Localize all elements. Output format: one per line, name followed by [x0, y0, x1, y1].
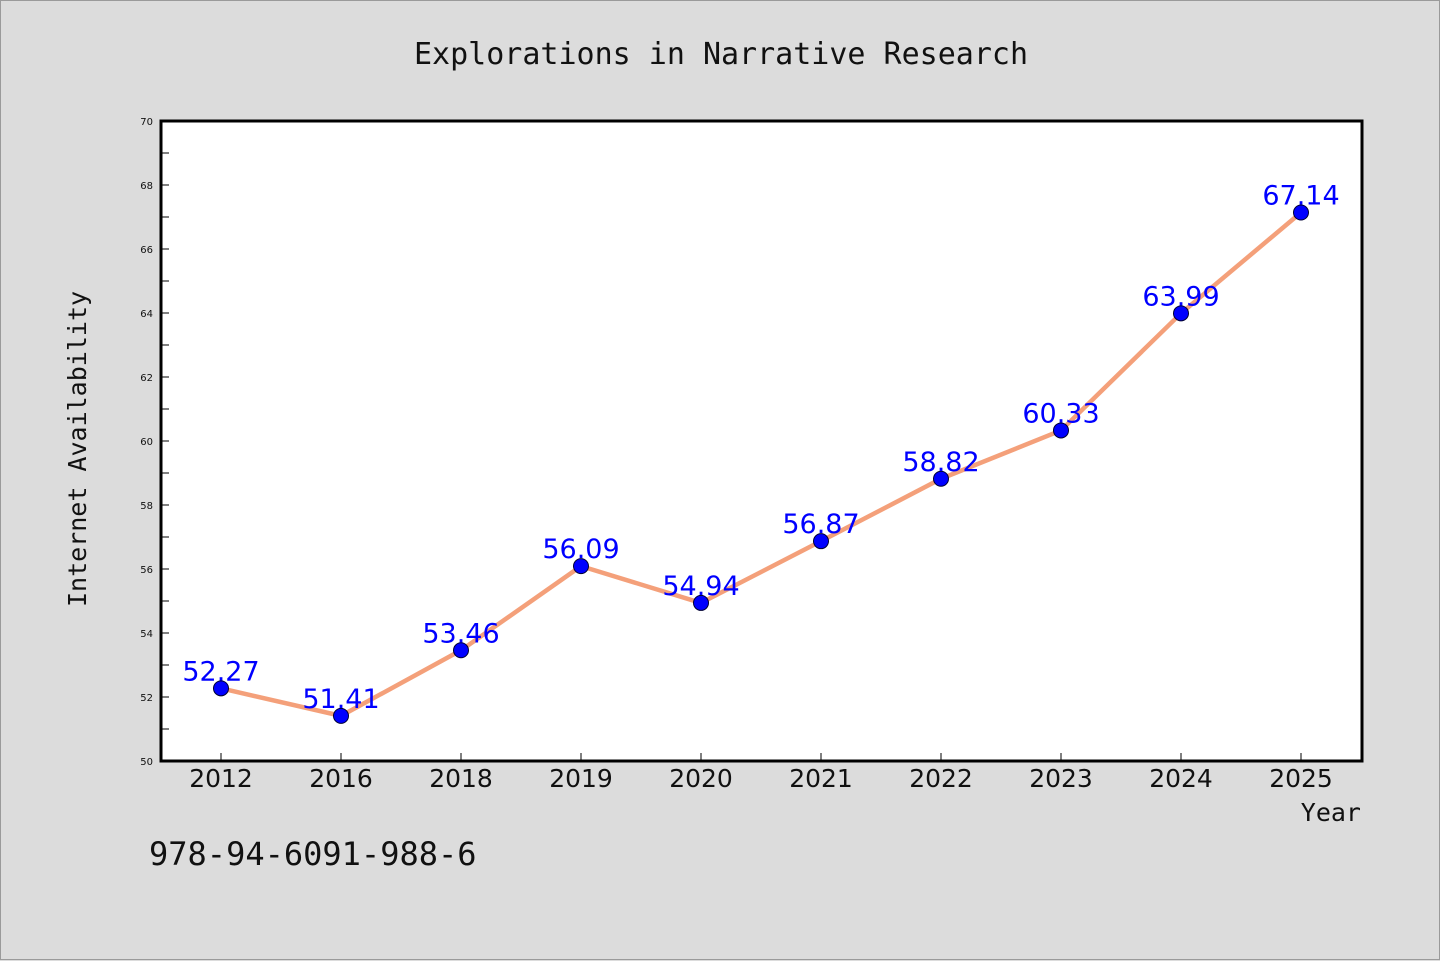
- data-point-label: 56.87: [782, 509, 859, 540]
- series-line-group: [218, 210, 1304, 719]
- y-tick-label: 54: [140, 629, 153, 640]
- y-tick-label: 52: [140, 693, 153, 704]
- data-point-label: 53.46: [422, 618, 499, 649]
- data-point-marker: [1293, 204, 1309, 221]
- data-point-label: 67.14: [1262, 181, 1339, 212]
- data-point-marker: [933, 470, 949, 487]
- data-point-marker: [573, 558, 589, 575]
- data-point-label: 58.82: [902, 447, 979, 478]
- y-axis-ticks: 50 52 54 56 58 60 62 64 66 68 70: [140, 117, 169, 768]
- data-point-marker: [453, 642, 469, 659]
- y-axis-label: Internet Availability: [63, 291, 92, 607]
- x-tick-label: 2012: [189, 764, 253, 793]
- x-tick-label: 2022: [909, 764, 973, 793]
- data-point-marker: [333, 707, 349, 724]
- y-tick-label: 66: [140, 245, 153, 256]
- data-point-label: 63.99: [1142, 281, 1219, 312]
- data-point-label: 51.41: [302, 684, 379, 715]
- x-tick-label: 2019: [549, 764, 613, 793]
- x-tick-label: 2016: [309, 764, 373, 793]
- y-tick-label: 58: [140, 501, 153, 512]
- y-tick-label: 60: [140, 437, 153, 448]
- data-point-marker: [693, 594, 709, 611]
- chart-title: Explorations in Narrative Research: [414, 37, 1028, 72]
- x-tick-label: 2018: [429, 764, 493, 793]
- x-axis-label: Year: [1301, 798, 1361, 827]
- data-point-marker: [1053, 422, 1069, 439]
- x-tick-label: 2024: [1149, 764, 1213, 793]
- data-labels: 52.27 51.41 53.46 56.09 54.94 56.87 58.82 60.33…: [182, 181, 1339, 715]
- x-tick-label: 2021: [789, 764, 853, 793]
- x-tick-label: 2020: [669, 764, 733, 793]
- data-point-marker: [213, 680, 229, 697]
- data-point-label: 54.94: [662, 571, 739, 602]
- x-tick-label: 2025: [1269, 764, 1333, 793]
- y-tick-label: 70: [140, 117, 153, 128]
- x-tick-label: 2023: [1029, 764, 1093, 793]
- data-point-marker: [1173, 305, 1189, 322]
- isbn-text: 978-94-6091-988-6: [149, 835, 477, 873]
- data-point-label: 60.33: [1022, 398, 1099, 429]
- y-tick-label: 68: [140, 181, 153, 192]
- y-tick-label: 62: [140, 373, 153, 384]
- data-point-marker: [813, 533, 829, 550]
- data-point-label: 56.09: [542, 534, 619, 565]
- y-tick-label: 64: [140, 309, 153, 320]
- plot-area: [159, 119, 1364, 763]
- y-tick-label: 50: [140, 757, 153, 768]
- data-markers: [213, 204, 1309, 724]
- data-point-label: 52.27: [182, 656, 259, 687]
- x-axis-ticks: 2012 2016 2018 2019 2020 2021 2022 2023 2024 2025: [189, 753, 1333, 793]
- y-tick-label: 56: [140, 565, 153, 576]
- series-line: [218, 210, 1304, 719]
